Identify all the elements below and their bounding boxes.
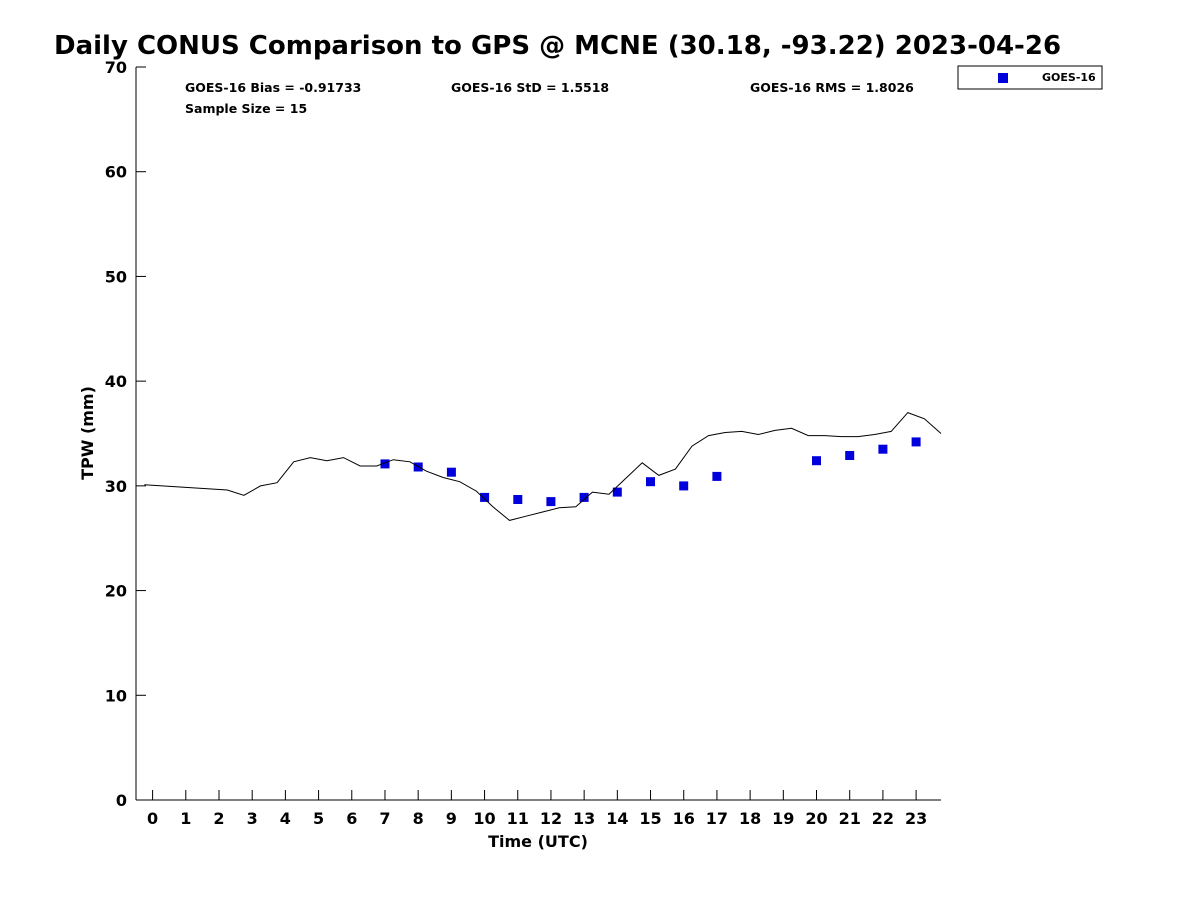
goes-16-point (712, 471, 722, 481)
x-axis-label: Time (UTC) (488, 832, 588, 851)
x-tick-label: 16 (673, 809, 695, 828)
y-tick-label: 20 (105, 582, 127, 601)
x-tick-label: 6 (346, 809, 357, 828)
x-tick-label: 1 (180, 809, 191, 828)
x-tick-label: 2 (213, 809, 224, 828)
chart-title: Daily CONUS Comparison to GPS @ MCNE (30… (54, 31, 1061, 61)
goes-16-point (612, 487, 622, 497)
goes-16-point (679, 481, 689, 491)
y-tick-label: 50 (105, 267, 127, 286)
x-tick-label: 9 (446, 809, 457, 828)
goes-16-point (480, 492, 490, 502)
goes-16-point (845, 451, 855, 460)
x-tick-label: 22 (872, 809, 894, 828)
goes-16-point (646, 477, 655, 487)
x-tick-label: 0 (147, 809, 158, 828)
y-tick-label: 60 (105, 163, 127, 182)
legend: GOES-16 (957, 65, 1103, 90)
x-tick-label: 20 (805, 809, 827, 828)
x-tick-label: 14 (606, 809, 628, 828)
x-tick-label: 15 (639, 809, 661, 828)
x-tick-label: 5 (313, 809, 324, 828)
gps-line (144, 412, 942, 521)
y-tick-label: 30 (105, 477, 127, 496)
x-tick-label: 21 (839, 809, 861, 828)
stat-sample-size: Sample Size = 15 (185, 101, 307, 116)
y-tick-label: 40 (105, 372, 127, 391)
x-tick-label: 8 (413, 809, 424, 828)
x-tick-label: 13 (573, 809, 595, 828)
x-tick-label: 19 (772, 809, 794, 828)
x-tick-label: 18 (739, 809, 761, 828)
goes-16-point (380, 459, 390, 469)
x-tick-label: 10 (473, 809, 495, 828)
x-tick-label: 4 (280, 809, 291, 828)
goes-16-point (878, 444, 888, 454)
x-tick-label: 17 (706, 809, 728, 828)
y-tick-label: 10 (105, 686, 127, 705)
goes-16-point (579, 492, 589, 502)
stat-rms: GOES-16 RMS = 1.8026 (750, 80, 914, 95)
x-tick-label: 11 (507, 809, 529, 828)
x-tick-label: 23 (905, 809, 927, 828)
legend-box (957, 65, 1103, 90)
x-tick-label: 12 (540, 809, 562, 828)
y-tick-label: 70 (105, 58, 127, 77)
goes-16-point (446, 467, 456, 477)
y-axis-label: TPW (mm) (78, 386, 97, 480)
stat-std: GOES-16 StD = 1.5518 (451, 80, 609, 95)
goes-16-point (513, 495, 523, 504)
stat-bias: GOES-16 Bias = -0.91733 (185, 80, 361, 95)
x-tick-label: 3 (247, 809, 258, 828)
x-tick-label: 7 (379, 809, 390, 828)
y-tick-label: 0 (116, 791, 127, 810)
legend-marker (998, 73, 1008, 83)
goes-16-point (911, 437, 921, 447)
legend-label-goes-16: GOES-16 (1042, 71, 1096, 84)
goes-16-point (812, 456, 821, 466)
goes-16-point (546, 497, 556, 507)
